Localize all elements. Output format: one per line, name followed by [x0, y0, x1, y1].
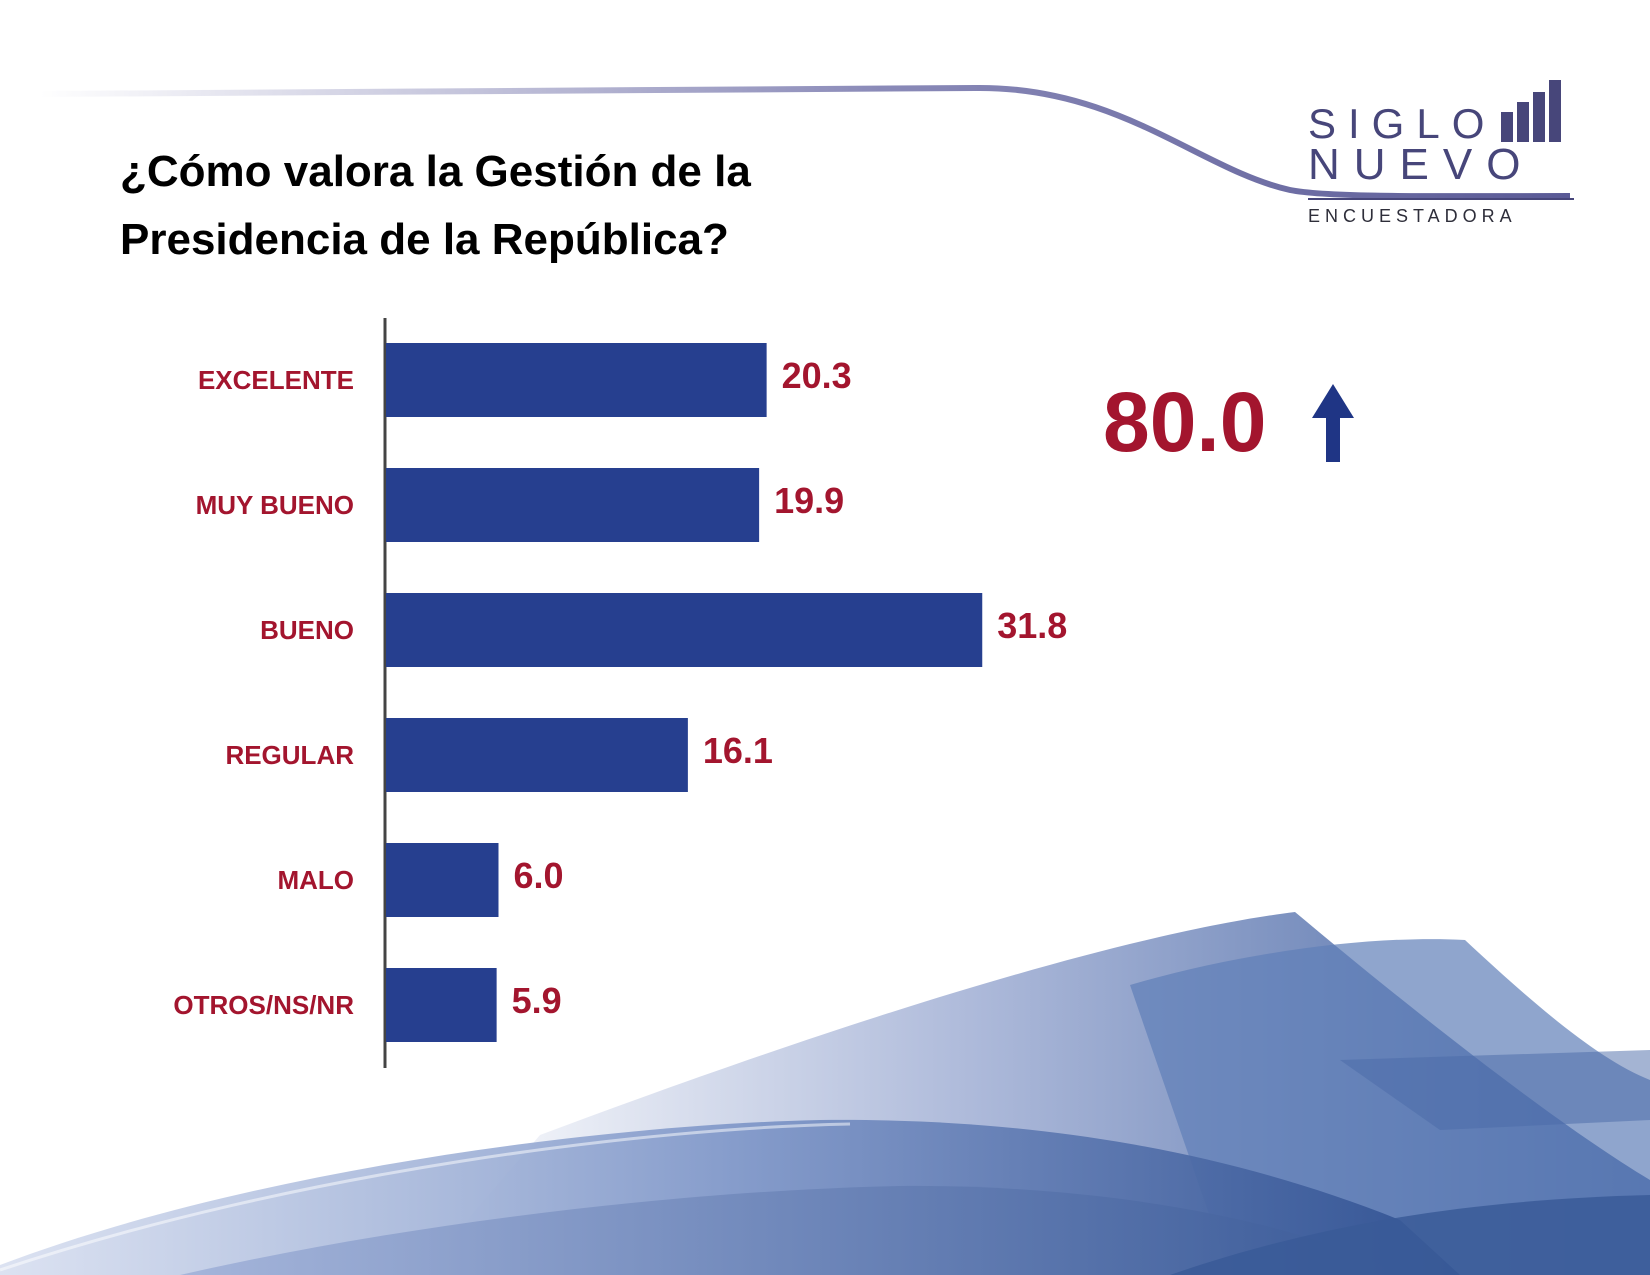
- category-label-excelente: EXCELENTE: [198, 365, 354, 395]
- logo-word-siglo: SIGLO: [1308, 100, 1497, 147]
- value-label-otros-ns-nr: 5.9: [512, 980, 562, 1021]
- category-label-otros-ns-nr: OTROS/NS/NR: [173, 990, 354, 1020]
- bar-otros-ns-nr: [386, 968, 497, 1042]
- category-label-bueno: BUENO: [260, 615, 354, 645]
- bar-chart-logo-icon: [1501, 80, 1577, 142]
- value-label-muy-bueno: 19.9: [774, 480, 844, 521]
- category-label-muy-bueno: MUY BUENO: [196, 490, 354, 520]
- bar-malo: [386, 843, 499, 917]
- siglo-nuevo-logo: SIGLO NUEVO ENCUESTADORA: [1308, 78, 1578, 233]
- up-arrow-icon: [1312, 384, 1354, 462]
- bar-bueno: [386, 593, 983, 667]
- category-label-regular: REGULAR: [225, 740, 354, 770]
- value-label-excelente: 20.3: [782, 355, 852, 396]
- chart-title: ¿Cómo valora la Gestión de la Presidenci…: [120, 138, 880, 274]
- value-label-bueno: 31.8: [997, 605, 1067, 646]
- logo-rule: [1308, 198, 1574, 200]
- category-label-malo: MALO: [277, 865, 354, 895]
- title-line-2: Presidencia de la República?: [120, 215, 729, 264]
- title-line-1: ¿Cómo valora la Gestión de la: [120, 147, 751, 196]
- bar-excelente: [386, 343, 767, 417]
- total-positive-value: 80.0: [1103, 375, 1267, 469]
- bar-muy-bueno: [386, 468, 760, 542]
- logo-word-encuestadora: ENCUESTADORA: [1308, 206, 1517, 226]
- logo-word-nuevo: NUEVO: [1308, 140, 1535, 189]
- value-label-malo: 6.0: [514, 855, 564, 896]
- bar-regular: [386, 718, 688, 792]
- value-label-regular: 16.1: [703, 730, 773, 771]
